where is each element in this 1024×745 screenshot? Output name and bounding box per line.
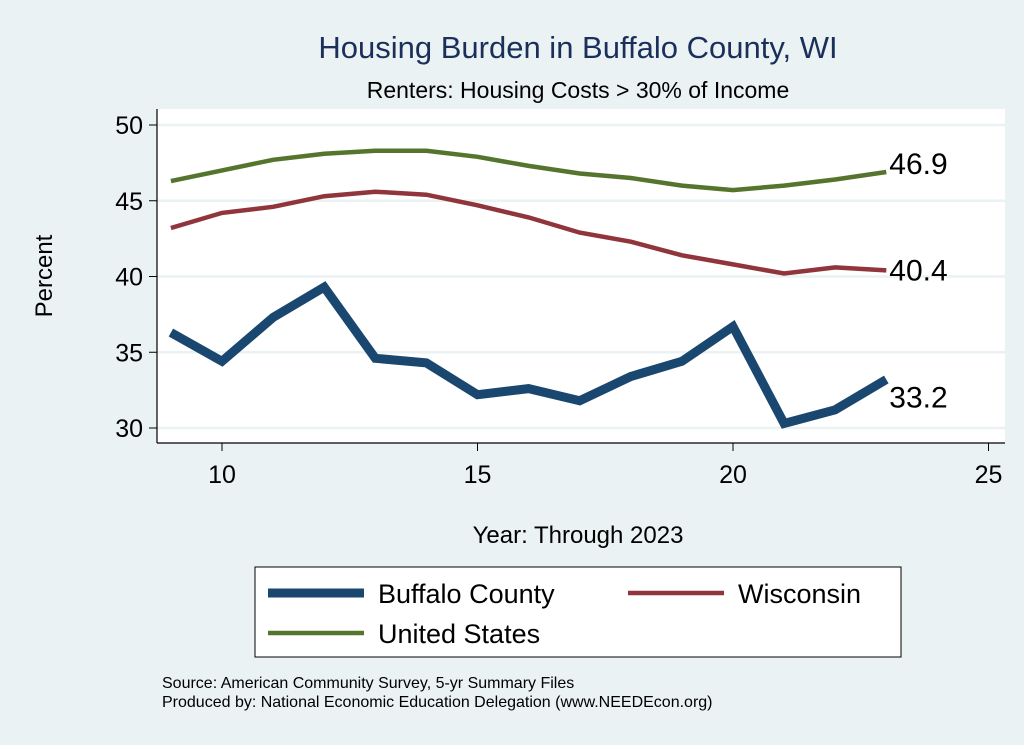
- legend: [254, 566, 902, 658]
- x-axis-label: Year: Through 2023: [473, 522, 684, 549]
- end-value-label: 33.2: [889, 382, 947, 415]
- y-tick-label: 30: [115, 415, 143, 443]
- legend-label-wisconsin: Wisconsin: [738, 579, 861, 609]
- source-note: Source: American Community Survey, 5-yr …: [162, 675, 574, 692]
- y-tick-label: 45: [115, 188, 143, 216]
- x-tick-label: 20: [719, 461, 747, 489]
- chart-subtitle: Renters: Housing Costs > 30% of Income: [367, 77, 790, 103]
- y-axis-label: Percent: [31, 234, 58, 317]
- y-tick-label: 40: [115, 264, 143, 292]
- chart-title: Housing Burden in Buffalo County, WI: [318, 30, 837, 65]
- y-tick-label: 35: [115, 339, 143, 367]
- end-value-label: 40.4: [889, 254, 947, 287]
- end-value-label: 46.9: [889, 148, 947, 181]
- x-tick-label: 25: [975, 461, 1003, 489]
- producer-note: Produced by: National Economic Education…: [162, 694, 713, 711]
- x-tick-label: 15: [464, 461, 492, 489]
- y-tick-label: 50: [115, 112, 143, 140]
- legend-label-buffalo: Buffalo County: [378, 579, 555, 609]
- legend-label-us: United States: [378, 619, 540, 649]
- x-tick-label: 10: [208, 461, 236, 489]
